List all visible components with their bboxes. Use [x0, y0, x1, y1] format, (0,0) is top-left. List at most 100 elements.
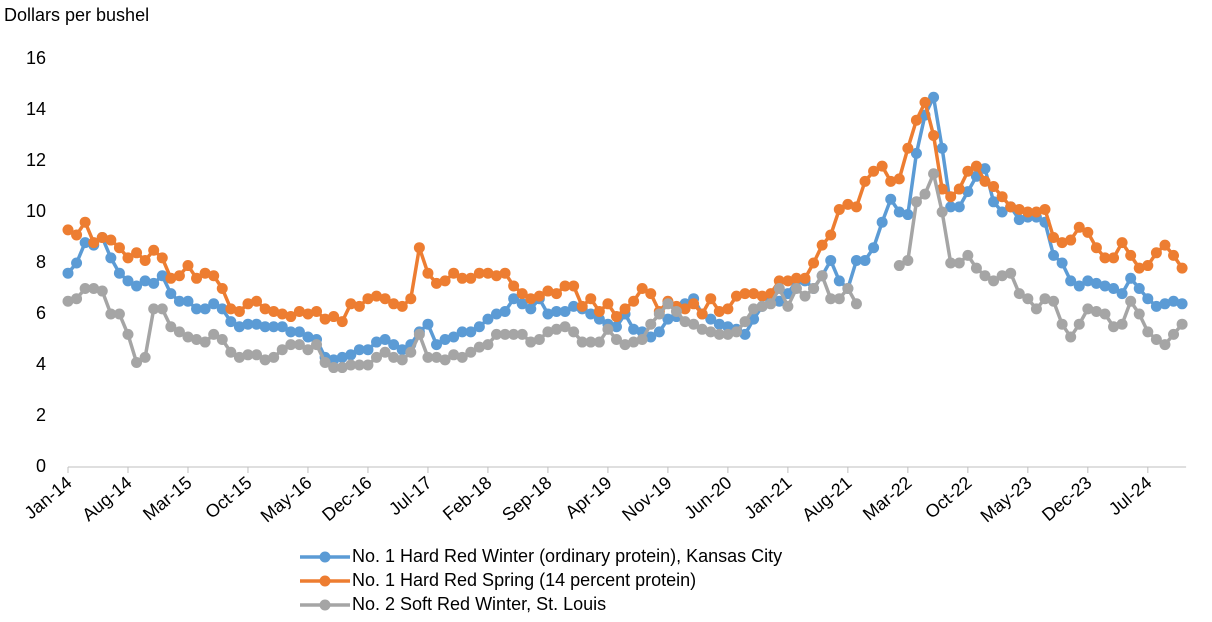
data-point [173, 270, 185, 282]
data-point [388, 351, 400, 363]
data-point [645, 331, 657, 343]
data-point [1116, 237, 1128, 249]
data-point [396, 354, 408, 366]
data-point [1048, 295, 1060, 307]
x-tick-label: Mar-15 [139, 472, 196, 524]
data-point [208, 328, 220, 340]
data-point [696, 323, 708, 335]
data-point [251, 295, 263, 307]
data-point [936, 206, 948, 218]
data-point [996, 191, 1008, 203]
data-point [662, 313, 674, 325]
data-point [225, 346, 237, 358]
data-point [739, 288, 751, 300]
data-point [902, 209, 914, 221]
data-point [610, 321, 622, 333]
data-point [619, 339, 631, 351]
data-point [79, 283, 91, 294]
data-point [585, 336, 597, 348]
data-point [422, 351, 434, 363]
data-point [259, 321, 271, 333]
data-point [431, 351, 443, 363]
data-point [945, 201, 957, 213]
data-point [542, 308, 554, 320]
legend-label: No. 1 Hard Red Winter (ordinary protein)… [352, 546, 782, 566]
data-point [808, 257, 820, 269]
data-point [705, 293, 717, 305]
data-point [979, 270, 991, 282]
data-point [285, 311, 297, 323]
data-point [970, 160, 982, 172]
data-point [748, 288, 760, 300]
data-point [422, 267, 434, 279]
data-point [379, 293, 391, 305]
data-point [1082, 303, 1094, 315]
data-point [953, 201, 965, 213]
data-point [233, 305, 245, 317]
data-point [371, 351, 383, 363]
data-point [730, 290, 742, 302]
data-point [688, 318, 700, 330]
data-point [748, 313, 760, 325]
data-point [242, 349, 254, 361]
data-point [1125, 249, 1137, 261]
data-point [713, 305, 725, 317]
data-point [962, 249, 974, 261]
data-point [816, 270, 828, 282]
data-point [1133, 283, 1145, 294]
y-tick-label: 8 [36, 252, 46, 272]
data-point [1056, 257, 1068, 269]
data-point [1176, 318, 1188, 330]
data-point [362, 293, 374, 305]
data-point [1048, 232, 1060, 243]
data-point [448, 331, 460, 343]
data-point [319, 356, 331, 368]
x-tick-label: Jun-20 [680, 472, 735, 523]
data-point [782, 288, 794, 300]
x-tick-label: Apr-19 [561, 472, 615, 522]
data-point [790, 283, 802, 294]
data-point [439, 354, 451, 366]
data-point [653, 308, 665, 320]
data-point [1159, 298, 1171, 310]
data-point [302, 308, 314, 320]
data-point [1039, 293, 1051, 305]
data-point [602, 298, 614, 310]
data-point [199, 267, 211, 279]
data-point [928, 130, 940, 141]
data-point [1030, 303, 1042, 315]
data-point [482, 267, 494, 279]
data-point [533, 334, 545, 345]
data-point [919, 188, 931, 200]
data-point [79, 216, 91, 228]
data-point [816, 239, 828, 251]
data-point [1142, 260, 1154, 272]
data-point [508, 293, 520, 305]
data-point [388, 298, 400, 310]
data-point [988, 275, 1000, 287]
data-point [1150, 334, 1162, 345]
data-point [1022, 293, 1034, 305]
data-point [293, 326, 305, 338]
data-point [439, 334, 451, 345]
data-point [825, 229, 837, 241]
data-point [353, 359, 365, 371]
data-point [302, 331, 314, 343]
data-point [568, 300, 580, 312]
data-point [919, 96, 931, 108]
data-point [173, 295, 185, 307]
data-point [1108, 321, 1120, 333]
data-point [1142, 293, 1154, 305]
data-point [199, 336, 211, 348]
data-point [773, 283, 785, 294]
data-point [893, 260, 905, 272]
data-point [156, 270, 168, 282]
data-point [105, 234, 117, 246]
data-point [790, 272, 802, 284]
data-point [1168, 249, 1180, 261]
data-point [1116, 318, 1128, 330]
data-point [550, 305, 562, 317]
data-point [550, 288, 562, 300]
data-point [113, 267, 125, 279]
data-point [722, 303, 734, 315]
